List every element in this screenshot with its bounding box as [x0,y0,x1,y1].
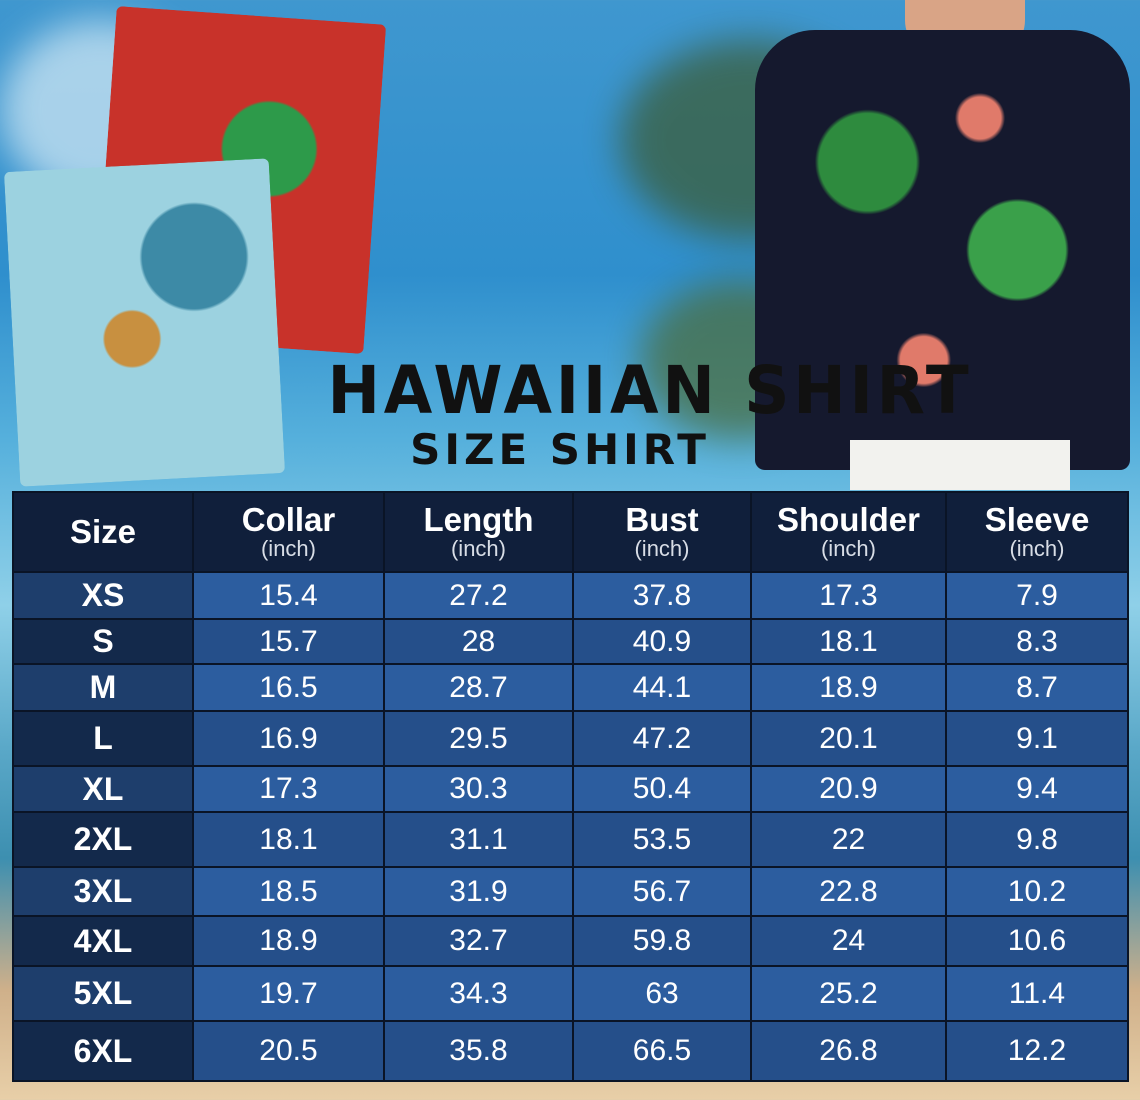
value-cell: 12.2 [947,1022,1127,1080]
value-cell: 22.8 [752,868,945,915]
table-row: 5XL 19.7 34.3 63 25.2 11.4 [14,967,1127,1020]
value-cell: 31.9 [385,868,572,915]
value-cell: 18.1 [194,813,383,866]
size-cell: 6XL [14,1022,192,1080]
value-cell: 8.7 [947,665,1127,710]
header-bust: Bust (inch) [574,493,750,571]
size-cell: S [14,620,192,663]
value-cell: 10.2 [947,868,1127,915]
size-cell: 3XL [14,868,192,915]
value-cell: 50.4 [574,767,750,811]
table-row: L 16.9 29.5 47.2 20.1 9.1 [14,712,1127,765]
value-cell: 8.3 [947,620,1127,663]
value-cell: 10.6 [947,917,1127,965]
value-cell: 37.8 [574,573,750,618]
title: HAWAIIAN SHIRT [327,352,973,429]
value-cell: 35.8 [385,1022,572,1080]
size-chart-table: Size Collar (inch) Length (inch) Bust (inch… [12,491,1129,1082]
table-row: 6XL 20.5 35.8 66.5 26.8 12.2 [14,1022,1127,1080]
value-cell: 7.9 [947,573,1127,618]
value-cell: 27.2 [385,573,572,618]
size-cell: 5XL [14,967,192,1020]
value-cell: 32.7 [385,917,572,965]
value-cell: 16.5 [194,665,383,710]
header-shoulder: Shoulder (inch) [752,493,945,571]
size-cell: 4XL [14,917,192,965]
header-row: Size Collar (inch) Length (inch) Bust (inch… [14,493,1127,571]
flamingo-shirt-model-image [755,30,1130,470]
value-cell: 53.5 [574,813,750,866]
value-cell: 30.3 [385,767,572,811]
table-row: 4XL 18.9 32.7 59.8 24 10.6 [14,917,1127,965]
value-cell: 34.3 [385,967,572,1020]
size-cell: 2XL [14,813,192,866]
table-row: S 15.7 28 40.9 18.1 8.3 [14,620,1127,663]
value-cell: 28 [385,620,572,663]
value-cell: 22 [752,813,945,866]
size-cell: XL [14,767,192,811]
subtitle: SIZE SHIRT [410,425,710,474]
header-size: Size [14,493,192,571]
value-cell: 20.9 [752,767,945,811]
value-cell: 15.7 [194,620,383,663]
size-cell: M [14,665,192,710]
model-pants [850,440,1070,490]
value-cell: 24 [752,917,945,965]
value-cell: 28.7 [385,665,572,710]
value-cell: 44.1 [574,665,750,710]
table-row: XL 17.3 30.3 50.4 20.9 9.4 [14,767,1127,811]
value-cell: 18.9 [194,917,383,965]
value-cell: 63 [574,967,750,1020]
value-cell: 56.7 [574,868,750,915]
value-cell: 18.5 [194,868,383,915]
value-cell: 19.7 [194,967,383,1020]
table-row: 3XL 18.5 31.9 56.7 22.8 10.2 [14,868,1127,915]
value-cell: 18.9 [752,665,945,710]
value-cell: 47.2 [574,712,750,765]
value-cell: 29.5 [385,712,572,765]
value-cell: 26.8 [752,1022,945,1080]
value-cell: 9.1 [947,712,1127,765]
value-cell: 18.1 [752,620,945,663]
value-cell: 31.1 [385,813,572,866]
value-cell: 17.3 [194,767,383,811]
value-cell: 25.2 [752,967,945,1020]
value-cell: 66.5 [574,1022,750,1080]
value-cell: 17.3 [752,573,945,618]
size-cell: XS [14,573,192,618]
value-cell: 40.9 [574,620,750,663]
value-cell: 20.5 [194,1022,383,1080]
value-cell: 59.8 [574,917,750,965]
value-cell: 9.8 [947,813,1127,866]
size-cell: L [14,712,192,765]
table-row: 2XL 18.1 31.1 53.5 22 9.8 [14,813,1127,866]
value-cell: 9.4 [947,767,1127,811]
table-row: M 16.5 28.7 44.1 18.9 8.7 [14,665,1127,710]
value-cell: 16.9 [194,712,383,765]
value-cell: 15.4 [194,573,383,618]
header-sleeve: Sleeve (inch) [947,493,1127,571]
header-collar: Collar (inch) [194,493,383,571]
value-cell: 11.4 [947,967,1127,1020]
table-row: XS 15.4 27.2 37.8 17.3 7.9 [14,573,1127,618]
header-length: Length (inch) [385,493,572,571]
value-cell: 20.1 [752,712,945,765]
